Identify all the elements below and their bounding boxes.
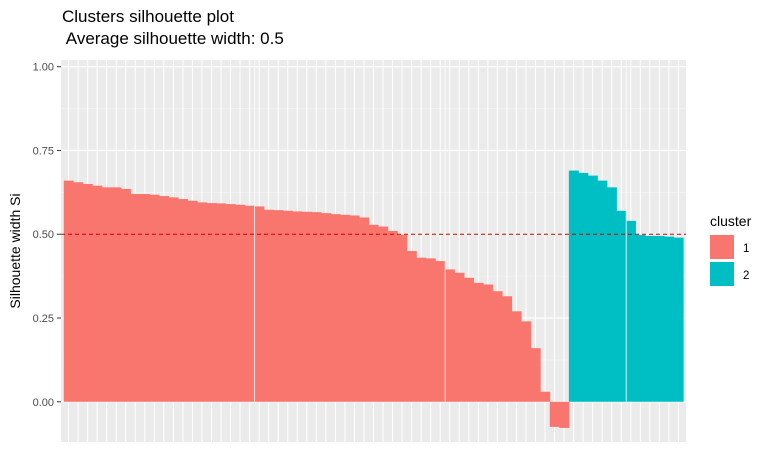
bar-cluster-1 [82,183,93,402]
bar-cluster-1 [464,277,474,402]
bar-cluster-1 [187,200,198,402]
bar-cluster-2 [626,220,636,402]
bar-cluster-1 [454,272,465,402]
bar-cluster-1 [92,185,103,402]
bar-cluster-1 [273,210,284,402]
bar-cluster-2 [597,180,608,402]
bar-cluster-1 [63,180,74,402]
bar-cluster-1 [378,226,389,402]
bar-cluster-1 [130,194,141,402]
bar-cluster-1 [511,311,522,402]
bar-cluster-1 [292,211,303,402]
bar-cluster-1 [263,209,274,402]
bar-cluster-1 [530,348,541,402]
bar-cluster-2 [654,235,665,402]
silhouette-bars [63,60,684,428]
bar-cluster-1 [216,203,227,402]
bar-cluster-1 [244,205,255,402]
y-tick-label: 0.50 [33,229,54,241]
bar-cluster-1 [397,234,408,402]
y-axis-title: Silhouette width Si [7,193,23,308]
bar-cluster-1 [254,206,265,402]
bar-cluster-1 [159,196,170,402]
bar-cluster-1 [406,251,417,402]
bar-cluster-1 [502,296,513,402]
legend-title: cluster [710,213,752,229]
bar-cluster-1 [359,217,370,402]
bar-cluster-1 [73,182,84,402]
legend: cluster 1 2 [710,213,752,286]
bar-cluster-1 [340,214,351,402]
bar-cluster-2 [616,210,627,402]
bar-cluster-1 [206,203,217,402]
y-tick-label: 0.25 [33,313,54,325]
bar-cluster-1 [120,189,131,402]
bar-cluster-1 [178,199,189,402]
bar-cluster-1 [111,187,122,402]
bar-cluster-2 [645,235,656,402]
bar-cluster-1 [282,210,293,402]
legend-swatch-cluster-2 [710,262,734,286]
bar-cluster-1 [473,282,484,402]
bar-cluster-2 [606,187,617,402]
bar-cluster-1 [149,194,160,402]
bar-cluster-1 [416,257,427,402]
legend-label-cluster-2: 2 [743,270,749,282]
bar-cluster-1 [549,401,560,427]
bar-cluster-1 [435,261,446,402]
bar-cluster-1 [225,204,236,402]
legend-swatch-cluster-1 [710,235,734,259]
bar-cluster-1 [559,401,570,428]
bar-cluster-1 [540,391,551,402]
bar-cluster-2 [664,236,675,402]
bar-cluster-1 [387,230,398,402]
bar-cluster-2 [568,170,579,402]
y-tick-label: 1.00 [33,62,54,74]
bar-cluster-2 [578,172,589,402]
bar-cluster-1 [368,224,379,402]
chart-subtitle: Average silhouette width: 0.5 [62,29,284,48]
bar-cluster-2 [635,234,646,402]
bar-cluster-1 [444,269,455,402]
bar-cluster-1 [521,321,532,402]
bar-cluster-1 [302,211,312,402]
bar-cluster-1 [311,212,322,402]
y-tick-label: 0.75 [33,145,54,157]
bar-cluster-1 [349,215,360,402]
y-axis: 0.00 0.25 0.50 0.75 1.00 [33,62,61,409]
legend-label-cluster-1: 1 [743,243,749,255]
y-tick-label: 0.00 [33,397,54,409]
bar-cluster-1 [101,187,112,402]
bar-cluster-1 [168,197,179,402]
bar-cluster-1 [330,214,341,402]
bar-cluster-1 [483,284,494,402]
bar-cluster-1 [425,258,436,402]
bar-cluster-1 [492,291,503,402]
bar-cluster-1 [197,202,208,402]
bar-cluster-2 [673,237,684,402]
bar-cluster-2 [587,175,598,402]
bar-cluster-1 [235,204,246,402]
bar-cluster-1 [140,194,150,402]
bar-cluster-1 [321,213,332,402]
chart-title: Clusters silhouette plot [62,7,234,26]
